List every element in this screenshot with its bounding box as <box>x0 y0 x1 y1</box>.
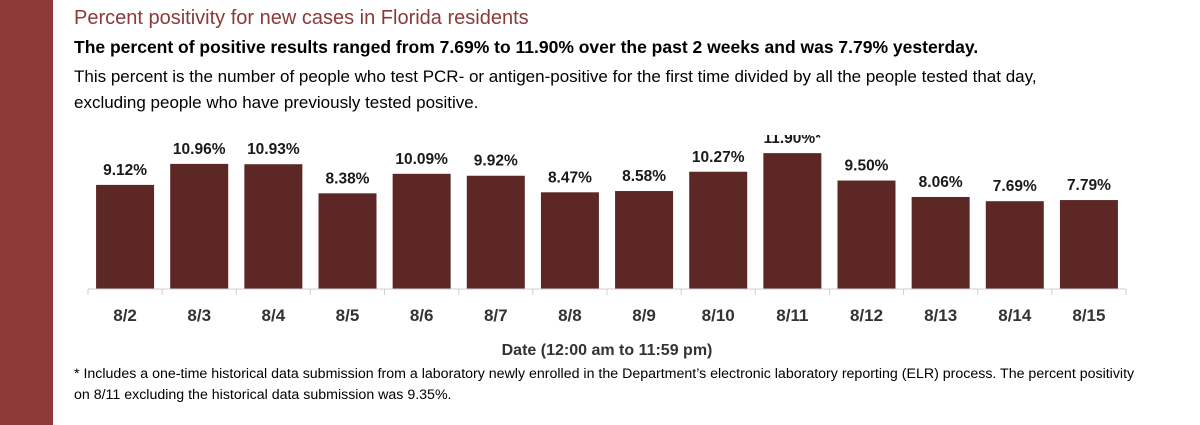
chart-description: This percent is the number of people who… <box>74 67 1037 112</box>
bars-group <box>96 153 1118 289</box>
footnote: * Includes a one-time historical data su… <box>74 366 1135 403</box>
data-label-8/11: 11.90%* <box>763 135 822 147</box>
side-accent-bar <box>0 0 53 425</box>
data-label-8/4: 10.93% <box>247 141 300 158</box>
bar-8/3 <box>170 163 229 289</box>
bar-8/13 <box>911 196 970 289</box>
bar-8/9 <box>615 191 674 289</box>
x-tick-label-8/8: 8/8 <box>558 306 582 325</box>
data-label-8/13: 8.06% <box>919 174 963 191</box>
x-tick-label-8/4: 8/4 <box>262 306 286 325</box>
data-label-8/10: 10.27% <box>692 149 745 166</box>
data-label-8/12: 9.50% <box>845 158 889 175</box>
data-label-8/6: 10.09% <box>395 151 448 168</box>
data-labels-group: 9.12% 10.96% 10.93% 8.38% 10.09% 9.92% 8.47% 8.… <box>103 135 1111 195</box>
bar-8/11 <box>763 153 822 289</box>
bar-8/2 <box>96 184 155 289</box>
x-tick-label-8/2: 8/2 <box>113 306 137 325</box>
bar-8/4 <box>244 164 303 289</box>
bar-8/8 <box>540 192 599 289</box>
bar-8/15 <box>1059 200 1118 289</box>
x-tick-label-8/12: 8/12 <box>850 306 883 325</box>
bar-8/12 <box>837 180 896 289</box>
bar-8/14 <box>985 201 1044 289</box>
x-tick-label-8/6: 8/6 <box>410 306 434 325</box>
data-label-8/2: 9.12% <box>103 162 147 179</box>
data-label-8/9: 8.58% <box>622 168 666 185</box>
data-label-8/3: 10.96% <box>173 141 226 158</box>
chart-subtitle: The percent of positive results ranged f… <box>74 37 979 57</box>
bar-8/7 <box>466 175 525 289</box>
page-title: Percent positivity for new cases in Flor… <box>74 7 529 29</box>
x-tick-label-8/5: 8/5 <box>336 306 360 325</box>
x-ticks-group <box>87 289 1127 295</box>
data-label-8/5: 8.38% <box>326 170 370 187</box>
bar-8/6 <box>392 173 451 289</box>
data-label-8/15: 7.79% <box>1067 177 1111 194</box>
x-tick-label-8/11: 8/11 <box>776 306 808 325</box>
x-tick-label-8/13: 8/13 <box>924 306 957 325</box>
bar-chart: 9.12% 10.96% 10.93% 8.38% 10.09% 9.92% 8.47% 8.… <box>87 135 1127 359</box>
data-label-8/7: 9.92% <box>474 153 518 170</box>
x-axis-title: Date (12:00 am to 11:59 pm) <box>502 342 713 359</box>
x-tick-label-8/7: 8/7 <box>484 306 508 325</box>
x-tick-label-8/15: 8/15 <box>1072 306 1105 325</box>
x-tick-label-8/9: 8/9 <box>632 306 656 325</box>
data-label-8/8: 8.47% <box>548 169 592 186</box>
bar-8/10 <box>689 171 748 289</box>
bar-8/5 <box>318 193 377 289</box>
x-tick-label-8/3: 8/3 <box>187 306 211 325</box>
x-tick-label-8/10: 8/10 <box>702 306 735 325</box>
x-tick-labels-group: 8/2 8/3 8/4 8/5 8/6 8/7 8/8 8/9 8/10 8/11 8/12 8/13… <box>113 306 1105 325</box>
x-tick-label-8/14: 8/14 <box>998 306 1032 325</box>
data-label-8/14: 7.69% <box>993 178 1037 195</box>
